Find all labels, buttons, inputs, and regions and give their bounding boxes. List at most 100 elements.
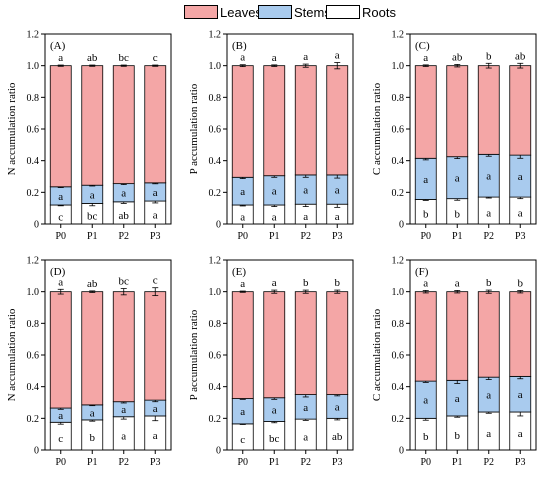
- significance-letter: a: [272, 185, 277, 197]
- y-axis-title: P accumulation ratio: [188, 83, 200, 174]
- significance-letter: a: [240, 212, 245, 224]
- bar-segment-leaves: [446, 291, 469, 381]
- bar-segment-leaves: [294, 65, 317, 176]
- significance-letter: a: [486, 171, 491, 183]
- y-tick-label: 0.6: [209, 351, 222, 362]
- bar-segment-leaves: [477, 291, 500, 378]
- x-tick-label: P2: [300, 231, 311, 242]
- significance-letter: a: [153, 430, 158, 442]
- significance-letter: a: [423, 174, 428, 186]
- significance-letter: c: [153, 52, 158, 64]
- y-tick-label: 1.2: [392, 256, 405, 267]
- significance-letter: a: [423, 52, 428, 64]
- significance-letter: a: [455, 393, 460, 405]
- significance-letter: a: [240, 278, 245, 290]
- y-tick-label: 0.4: [209, 382, 222, 393]
- y-tick-label: 0.8: [27, 93, 40, 104]
- y-tick-label: 0.6: [27, 125, 40, 136]
- significance-letter: b: [486, 50, 492, 62]
- y-tick-label: 1.0: [27, 287, 40, 298]
- significance-letter: bc: [119, 52, 130, 64]
- bar-segment-leaves: [81, 65, 104, 186]
- significance-letter: a: [90, 407, 95, 419]
- legend-swatch-stems: [258, 5, 292, 19]
- significance-letter: a: [518, 389, 523, 401]
- x-tick-label: P3: [332, 231, 343, 242]
- significance-letter: a: [486, 390, 491, 402]
- significance-letter: ab: [515, 50, 526, 62]
- x-tick-label: P0: [237, 457, 248, 468]
- y-tick-label: 0: [216, 446, 221, 457]
- x-tick-label: P2: [118, 231, 129, 242]
- x-tick-label: P2: [118, 457, 129, 468]
- significance-letter: a: [423, 277, 428, 289]
- y-tick-label: 1.0: [392, 287, 405, 298]
- panel-e: 0 0.2 0.4 0.6 0.8 1.0 1.2 P accumulation ratio (…: [188, 256, 354, 468]
- significance-letter: a: [303, 211, 308, 223]
- y-tick-label: 0: [399, 446, 404, 457]
- bar-segment-leaves: [294, 291, 317, 395]
- chart-panels: 0 0.2 0.4 0.6 0.8 1.0 1.2 N accumulation ratio (…: [0, 24, 550, 479]
- significance-letter: ab: [119, 210, 130, 222]
- significance-letter: a: [58, 410, 63, 422]
- panel-label: (A): [50, 40, 66, 52]
- x-tick-label: P1: [87, 231, 98, 242]
- panel-d: 0 0.2 0.4 0.6 0.8 1.0 1.2 N accumulation ratio (…: [6, 256, 172, 468]
- legend-item-leaves: Leaves: [184, 4, 262, 20]
- significance-letter: ab: [87, 52, 98, 64]
- x-tick-label: P3: [150, 457, 161, 468]
- y-tick-label: 0.2: [209, 414, 222, 425]
- y-tick-label: 0: [34, 446, 39, 457]
- bar-segment-leaves: [144, 65, 167, 184]
- legend-swatch-roots: [326, 5, 360, 19]
- y-tick-label: 1.2: [209, 30, 222, 41]
- x-tick-label: P3: [515, 457, 526, 468]
- x-tick-label: P0: [55, 457, 66, 468]
- y-tick-label: 0: [399, 220, 404, 231]
- bar-segment-leaves: [112, 65, 135, 185]
- significance-letter: ab: [452, 51, 463, 63]
- significance-letter: c: [153, 275, 158, 287]
- legend-item-roots: Roots: [326, 4, 396, 20]
- significance-letter: a: [486, 428, 491, 440]
- significance-letter: c: [240, 434, 245, 446]
- significance-letter: a: [518, 428, 523, 440]
- x-tick-label: P3: [515, 231, 526, 242]
- significance-letter: a: [153, 187, 158, 199]
- x-tick-label: P0: [420, 231, 431, 242]
- significance-letter: a: [423, 395, 428, 407]
- y-tick-label: 0.4: [392, 156, 405, 167]
- significance-letter: a: [121, 188, 126, 200]
- significance-letter: bc: [87, 211, 98, 223]
- bar-segment-leaves: [112, 291, 135, 403]
- y-tick-label: 0: [216, 220, 221, 231]
- panel-f: 0 0.2 0.4 0.6 0.8 1.0 1.2 C accumulation ratio (…: [371, 256, 537, 468]
- significance-letter: a: [272, 52, 277, 64]
- significance-letter: a: [455, 277, 460, 289]
- bar-segment-leaves: [263, 65, 286, 177]
- y-tick-label: 0.8: [392, 93, 405, 104]
- x-tick-label: P2: [483, 231, 494, 242]
- y-tick-label: 0: [34, 220, 39, 231]
- y-tick-label: 0.2: [392, 414, 405, 425]
- y-tick-label: 0.8: [27, 319, 40, 330]
- significance-letter: a: [518, 171, 523, 183]
- y-tick-label: 0.6: [209, 125, 222, 136]
- significance-letter: a: [335, 401, 340, 413]
- significance-letter: b: [486, 277, 492, 289]
- y-tick-label: 0.6: [392, 125, 405, 136]
- panel-b: 0 0.2 0.4 0.6 0.8 1.0 1.2 P accumulation ratio (…: [188, 30, 354, 242]
- x-tick-label: P1: [269, 457, 280, 468]
- panel-label: (C): [415, 40, 430, 52]
- significance-letter: a: [335, 50, 340, 62]
- y-tick-label: 0.2: [209, 188, 222, 199]
- significance-letter: a: [335, 211, 340, 223]
- panel-c: 0 0.2 0.4 0.6 0.8 1.0 1.2 C accumulation ratio (…: [371, 30, 537, 242]
- bar-segment-leaves: [263, 291, 286, 399]
- bar-segment-leaves: [81, 291, 104, 406]
- panel-label: (F): [415, 266, 429, 278]
- significance-letter: a: [58, 191, 63, 203]
- y-tick-label: 0.4: [27, 382, 40, 393]
- y-tick-label: 1.2: [27, 30, 40, 41]
- significance-letter: a: [518, 208, 523, 220]
